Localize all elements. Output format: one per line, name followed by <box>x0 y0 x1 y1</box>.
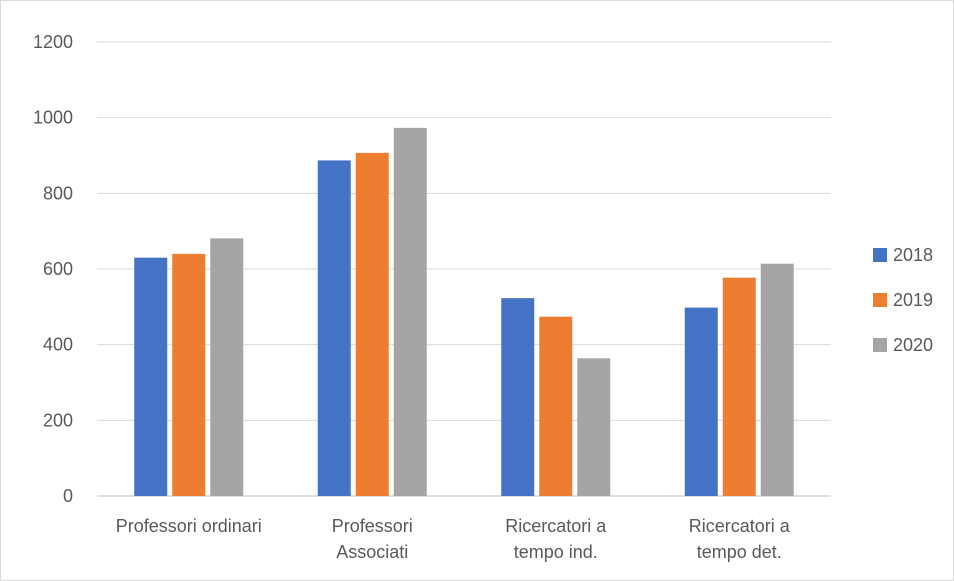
legend-label: 2019 <box>893 290 933 310</box>
bar-2020 <box>393 127 427 497</box>
bar-2019 <box>539 316 573 496</box>
bar-2019 <box>355 152 389 496</box>
bar-2018 <box>317 160 351 496</box>
bar-2020 <box>577 358 611 496</box>
y-tick-label: 200 <box>43 410 73 430</box>
bar-2020 <box>760 263 794 496</box>
y-tick-label: 1200 <box>33 32 73 52</box>
legend-swatch-2018 <box>873 248 887 262</box>
x-category-label: Professori ordinari <box>116 516 262 536</box>
y-tick-label: 1000 <box>33 108 73 128</box>
bar-2018 <box>134 257 168 496</box>
x-category-label: Associati <box>336 542 408 562</box>
x-category-label: Ricercatori a <box>505 516 607 536</box>
x-category-label: Professori <box>332 516 413 536</box>
y-tick-label: 800 <box>43 183 73 203</box>
x-category-label: tempo ind. <box>514 542 598 562</box>
x-axis-categories: Professori ordinari Professori Associati Ri… <box>116 516 791 562</box>
bar-2019 <box>172 253 206 496</box>
bar-2019 <box>722 277 756 496</box>
gridlines <box>97 41 831 497</box>
bar-2020 <box>210 238 244 497</box>
legend: 2018 2019 2020 <box>873 245 933 355</box>
bar-2018 <box>501 298 535 496</box>
y-tick-label: 0 <box>63 486 73 506</box>
legend-swatch-2020 <box>873 338 887 352</box>
bars <box>134 127 794 497</box>
legend-swatch-2019 <box>873 293 887 307</box>
bar-2018 <box>684 307 718 496</box>
x-category-label: tempo det. <box>697 542 782 562</box>
y-axis-ticks: 0 200 400 600 800 1000 1200 <box>33 32 73 506</box>
y-tick-label: 400 <box>43 335 73 355</box>
y-tick-label: 600 <box>43 259 73 279</box>
legend-label: 2018 <box>893 245 933 265</box>
x-category-label: Ricercatori a <box>689 516 791 536</box>
legend-label: 2020 <box>893 335 933 355</box>
